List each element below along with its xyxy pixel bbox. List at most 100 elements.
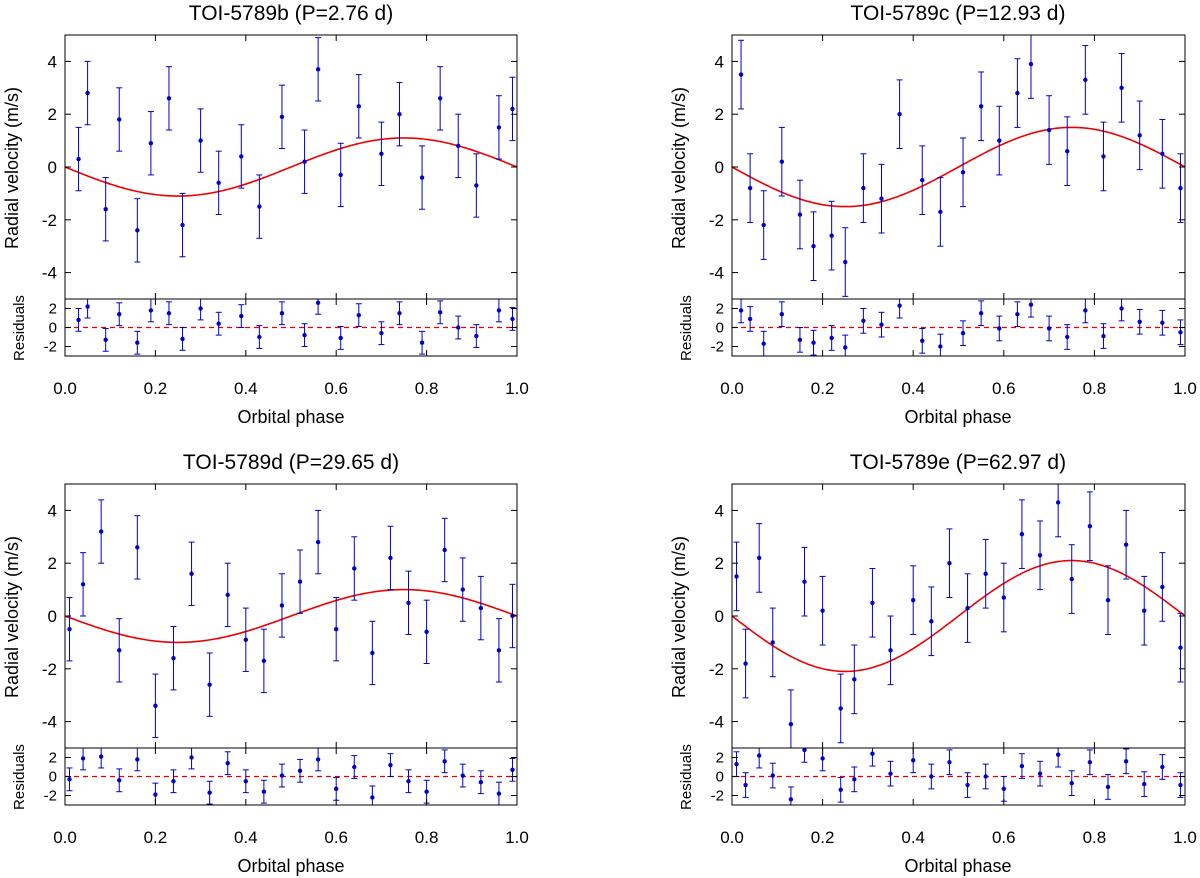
data-point	[1101, 333, 1106, 339]
data-point	[1019, 763, 1025, 769]
x-tick-label: 0.8	[1083, 828, 1107, 847]
residual-area: -2 0 2	[711, 747, 1186, 806]
data-point	[338, 172, 343, 178]
data-layer	[65, 499, 517, 738]
residual-area: -2 0 2	[711, 298, 1186, 357]
x-tick-label: 0.8	[1083, 379, 1107, 398]
residuals-axis-label: Residuals	[11, 295, 28, 361]
data-point	[1015, 312, 1020, 317]
data-point	[225, 761, 230, 766]
data-point	[1087, 524, 1093, 529]
data-point	[510, 767, 515, 773]
y-tick-label: 4	[715, 501, 724, 520]
y-tick-label: -4	[709, 264, 724, 283]
x-tick-label: 0.2	[811, 379, 835, 398]
data-point	[67, 777, 72, 782]
data-point	[198, 138, 203, 143]
data-point	[779, 159, 785, 164]
data-point	[811, 244, 816, 249]
x-tick-label: 1.0	[1173, 828, 1197, 847]
data-point	[978, 104, 984, 109]
data-point	[888, 771, 893, 776]
data-point	[397, 311, 402, 316]
data-point	[261, 789, 267, 794]
y-tick-label: 0	[49, 320, 57, 337]
data-point	[1178, 185, 1183, 191]
data-point	[1055, 752, 1061, 757]
data-point	[442, 547, 447, 553]
data-point	[297, 768, 303, 773]
data-point	[302, 332, 307, 338]
data-point	[356, 104, 361, 109]
x-tick-label: 0.2	[144, 828, 168, 847]
data-point	[920, 178, 925, 183]
data-point	[279, 773, 285, 778]
y-tick-label: -4	[709, 713, 724, 732]
data-point	[166, 311, 172, 316]
data-point	[770, 640, 775, 645]
data-point	[352, 764, 357, 770]
data-point	[406, 600, 411, 605]
data-point	[148, 308, 154, 313]
data-point	[738, 72, 744, 77]
data-point	[460, 773, 465, 778]
data-point	[189, 755, 194, 760]
x-tick-label: 0.8	[415, 828, 439, 847]
data-point	[1015, 90, 1020, 96]
data-point	[770, 773, 775, 778]
data-point	[117, 778, 122, 783]
data-layer	[732, 35, 1185, 297]
data-point	[861, 185, 866, 191]
data-point	[216, 321, 221, 326]
x-tick-labels: 0.0 0.2 0.4 0.6 0.8 1.0	[53, 379, 529, 398]
data-point	[788, 722, 794, 727]
data-point	[797, 212, 803, 217]
data-point	[424, 629, 429, 635]
x-tick-label: 0.0	[53, 828, 77, 847]
data-point	[978, 311, 984, 316]
data-point	[761, 222, 766, 228]
data-point	[388, 555, 393, 561]
x-tick-label: 1.0	[505, 379, 529, 398]
data-point	[747, 185, 753, 191]
data-point	[243, 637, 248, 642]
data-point	[225, 592, 230, 598]
data-point	[929, 619, 934, 624]
data-point	[920, 338, 925, 343]
x-axis-label: Orbital phase	[237, 856, 344, 876]
y-tick-label: 0	[48, 158, 57, 177]
x-tick-label: 0.0	[53, 379, 77, 398]
data-point	[1001, 595, 1006, 600]
data-point	[1069, 780, 1074, 786]
y-tick-label: 2	[716, 301, 724, 318]
data-point	[797, 337, 803, 343]
data-point	[135, 340, 140, 345]
data-point	[379, 331, 384, 336]
data-point	[1160, 764, 1165, 770]
data-point	[1065, 334, 1070, 340]
y-tick-label: 2	[716, 750, 724, 767]
data-point	[496, 125, 502, 130]
y-tick-label: -2	[42, 660, 57, 679]
data-point	[297, 579, 303, 584]
y-tick-label: 2	[49, 750, 57, 767]
data-point	[315, 67, 321, 72]
data-point	[965, 605, 970, 611]
data-point	[85, 304, 90, 309]
plot-area: -4 -2 0 2 4	[42, 34, 518, 300]
data-point	[207, 790, 212, 795]
x-tick-label: 0.8	[415, 379, 439, 398]
panel-toi-5789b: TOI-5789b (P=2.76 d) Radial velocity (m/…	[2, 2, 529, 427]
data-point	[180, 222, 185, 228]
data-point	[478, 780, 484, 785]
x-tick-labels: 0.0 0.2 0.4 0.6 0.8 1.0	[720, 379, 1197, 398]
data-point	[510, 106, 515, 112]
y-tick-label: -2	[711, 788, 724, 805]
data-point	[761, 341, 766, 346]
data-point	[1137, 319, 1142, 324]
data-point	[98, 529, 104, 534]
data-point	[496, 648, 502, 653]
data-point	[496, 791, 502, 796]
data-point	[153, 792, 158, 797]
panel-title: TOI-5789c (P=12.93 d)	[851, 2, 1066, 25]
